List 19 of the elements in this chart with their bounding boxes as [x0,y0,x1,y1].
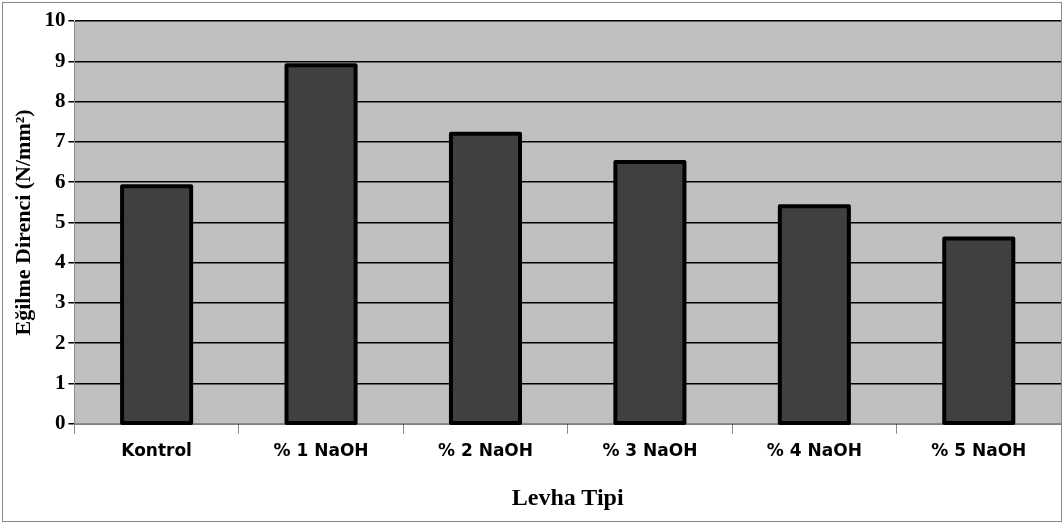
x-tick-label: % 4 NaOH [766,440,862,461]
y-tick-label: 3 [54,289,66,314]
y-tick-label: 2 [54,329,66,354]
y-tick-label: 5 [54,208,66,233]
y-tick-label: 8 [54,87,66,112]
y-tick-label: 1 [54,369,66,394]
y-tick-label: 10 [44,7,66,32]
y-tick-label: 0 [54,410,66,435]
x-axis-title: Levha Tipi [511,483,624,510]
y-tick-label: 4 [54,249,66,274]
x-tick-label: Kontrol [121,440,192,461]
y-tick-label: 9 [54,47,66,72]
x-tick-label: % 5 NaOH [931,440,1027,461]
x-tick-label: % 3 NaOH [602,440,698,461]
x-tick-label: % 1 NaOH [273,440,369,461]
y-tick-label: 7 [54,128,66,153]
y-axis-title: Eğilme Direnci (N/mm²) [9,109,35,336]
y-tick-label: 6 [54,168,66,193]
x-tick-label: % 2 NaOH [437,440,534,461]
